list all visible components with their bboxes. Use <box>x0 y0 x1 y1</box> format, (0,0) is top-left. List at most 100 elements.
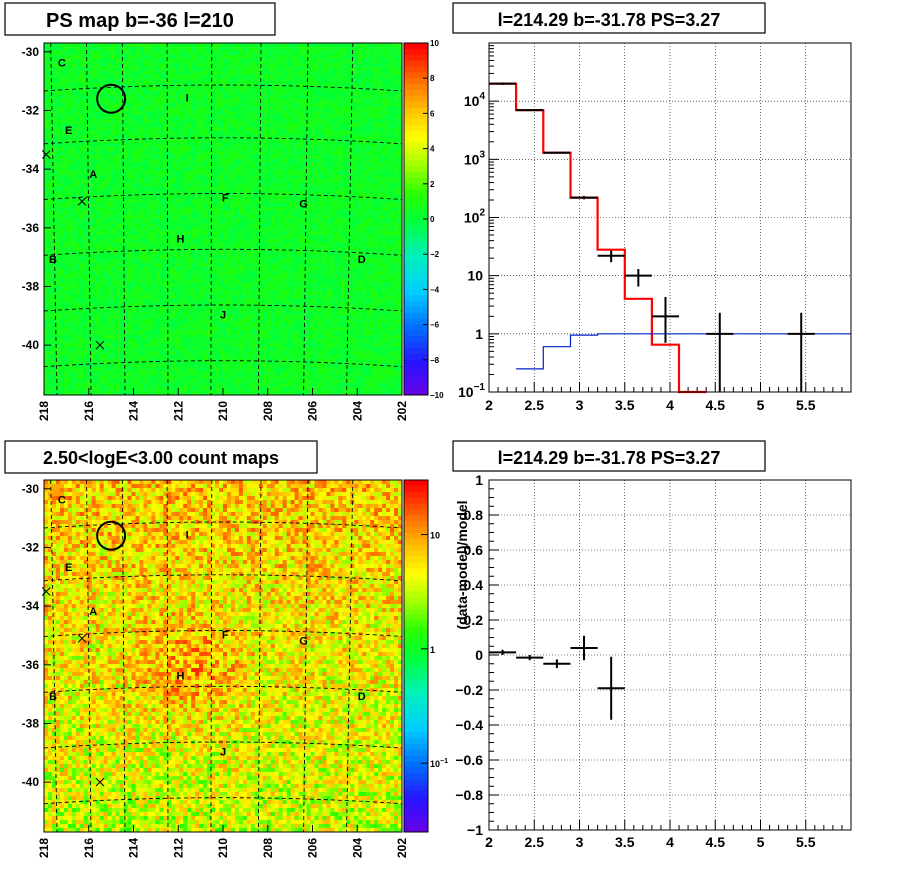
y-tick-label: -34 <box>22 599 40 613</box>
x-tick-label: 216 <box>82 838 96 858</box>
ps-map-title: PS map b=-36 l=210 <box>46 10 234 32</box>
x-tick-label: 2 <box>485 397 493 413</box>
y-tick-label: -38 <box>22 716 40 730</box>
region-label-F: F <box>222 192 229 204</box>
cross-marker <box>77 634 87 643</box>
y-tick-label: -36 <box>22 658 40 672</box>
map-grid <box>43 42 403 396</box>
colorbar-tick-label: 10−1 <box>430 758 448 769</box>
region-label-H: H <box>177 233 185 245</box>
x-tick-label: 206 <box>306 401 320 421</box>
y-tick-label: 0.8 <box>464 507 484 523</box>
x-tick-label: 4.5 <box>706 834 726 850</box>
colorbar-tick-label: 10 <box>430 531 440 541</box>
cross-marker <box>95 777 105 787</box>
spectrum-plot: 2 2.5 3 3.5 4 4.5 5 5.5 10−1 1 10 102 103 104 <box>458 42 852 413</box>
x-tick-label: 3.5 <box>615 397 635 413</box>
region-label-B: B <box>49 691 57 703</box>
y-tick-label: -38 <box>22 279 40 293</box>
spectrum-panel: l=214.29 b=-31.78 PS=3.27 2 2.5 3 3.5 4 4.5 5 5… <box>452 2 852 413</box>
x-tick-label: 5 <box>757 397 765 413</box>
y-tick-label: −0.4 <box>455 717 483 733</box>
region-label-J: J <box>220 747 226 759</box>
x-tick-label: 5 <box>757 834 765 850</box>
y-tick-label: 0.4 <box>464 577 484 593</box>
count-map-panel: 2.50<logE<3.00 count maps C I E A F G H B D J -30 -… <box>4 440 448 858</box>
x-tick-label: 214 <box>127 401 141 421</box>
y-tick-label: -32 <box>22 103 40 117</box>
x-tick-label: 2.5 <box>525 834 545 850</box>
ps-map-heatmap: C I E A F G H B D J -30 -32 -34 -36 -38 -40 218 216 214 212… <box>22 39 444 421</box>
y-tick-label: 1 <box>475 326 483 342</box>
cross-marker <box>41 587 51 596</box>
x-tick-label: 218 <box>37 838 51 858</box>
colorbar-tick-label: 1 <box>430 645 435 655</box>
region-label-G: G <box>299 635 308 647</box>
x-tick-label: 212 <box>171 838 185 858</box>
count-map-title: 2.50<logE<3.00 count maps <box>43 448 279 468</box>
colorbar-tick-label: −2 <box>430 250 440 259</box>
cross-marker <box>41 150 51 159</box>
colorbar-tick-label: 2 <box>430 180 435 189</box>
y-tick-label: 102 <box>464 208 486 226</box>
x-tick-label: 5.5 <box>796 834 816 850</box>
region-label-C: C <box>58 494 66 506</box>
x-tick-label: 210 <box>216 838 230 858</box>
y-tick-label: -30 <box>22 482 40 496</box>
colorbar-tick-label: 10 <box>430 39 439 48</box>
residual-frame <box>488 479 852 831</box>
colorbar-tick-label: 6 <box>430 109 435 118</box>
region-label-B: B <box>49 254 57 266</box>
y-tick-label: -40 <box>22 775 40 789</box>
x-tick-label: 206 <box>306 838 320 858</box>
y-tick-label: 104 <box>464 91 486 109</box>
y-tick-label: -34 <box>22 162 40 176</box>
x-tick-label: 210 <box>216 401 230 421</box>
y-tick-label: 1 <box>475 472 483 488</box>
y-tick-label: −0.8 <box>455 787 483 803</box>
x-tick-label: 2.5 <box>525 397 545 413</box>
spectrum-frame <box>488 42 852 393</box>
y-tick-label: -36 <box>22 221 40 235</box>
region-label-I: I <box>186 530 189 542</box>
region-label-D: D <box>358 691 366 703</box>
count-map-heatmap: C I E A F G H B D J -30 -32 -34 -36 -38 -40 218 216 214 212… <box>22 479 448 858</box>
spectrum-title: l=214.29 b=-31.78 PS=3.27 <box>498 10 721 30</box>
colorbar-tick-label: −6 <box>430 321 440 330</box>
region-label-E: E <box>65 125 72 137</box>
colorbar-tick-label: 8 <box>430 74 435 83</box>
y-tick-label: 0 <box>475 647 483 663</box>
region-label-H: H <box>177 670 185 682</box>
x-tick-label: 4 <box>666 397 674 413</box>
x-tick-label: 202 <box>395 401 409 421</box>
x-tick-label: 2 <box>485 834 493 850</box>
source-circle <box>96 83 127 114</box>
x-tick-label: 5.5 <box>796 397 816 413</box>
y-tick-label: -30 <box>22 45 40 59</box>
x-tick-label: 208 <box>261 838 275 858</box>
y-tick-label: -32 <box>22 540 40 554</box>
x-tick-label: 204 <box>350 838 364 858</box>
x-tick-label: 4 <box>666 834 674 850</box>
y-tick-label: −1 <box>467 822 483 838</box>
residual-ylabel: (data-model)/model <box>454 500 470 629</box>
y-tick-label: 0.6 <box>464 542 484 558</box>
residual-title: l=214.29 b=-31.78 PS=3.27 <box>498 448 721 468</box>
region-label-A: A <box>89 169 97 181</box>
colorbar: 10 8 6 4 2 0 −2 −4 −6 −8 −10 <box>403 39 444 400</box>
region-label-G: G <box>299 198 308 210</box>
y-tick-label: −0.2 <box>455 682 483 698</box>
x-tick-label: 214 <box>127 838 141 858</box>
colorbar-frame <box>403 479 429 833</box>
colorbar-tick-label: −10 <box>430 391 444 400</box>
cross-marker <box>95 340 105 350</box>
region-label-C: C <box>58 57 66 69</box>
region-label-D: D <box>358 254 366 266</box>
x-tick-label: 204 <box>350 401 364 421</box>
x-tick-label: 202 <box>395 838 409 858</box>
region-label-J: J <box>220 310 226 322</box>
ps-map-panel: PS map b=-36 l=210 C I E A F G H B D J -30 -32 -34 -3… <box>4 2 444 421</box>
region-label-A: A <box>89 606 97 618</box>
y-tick-label: -40 <box>22 338 40 352</box>
